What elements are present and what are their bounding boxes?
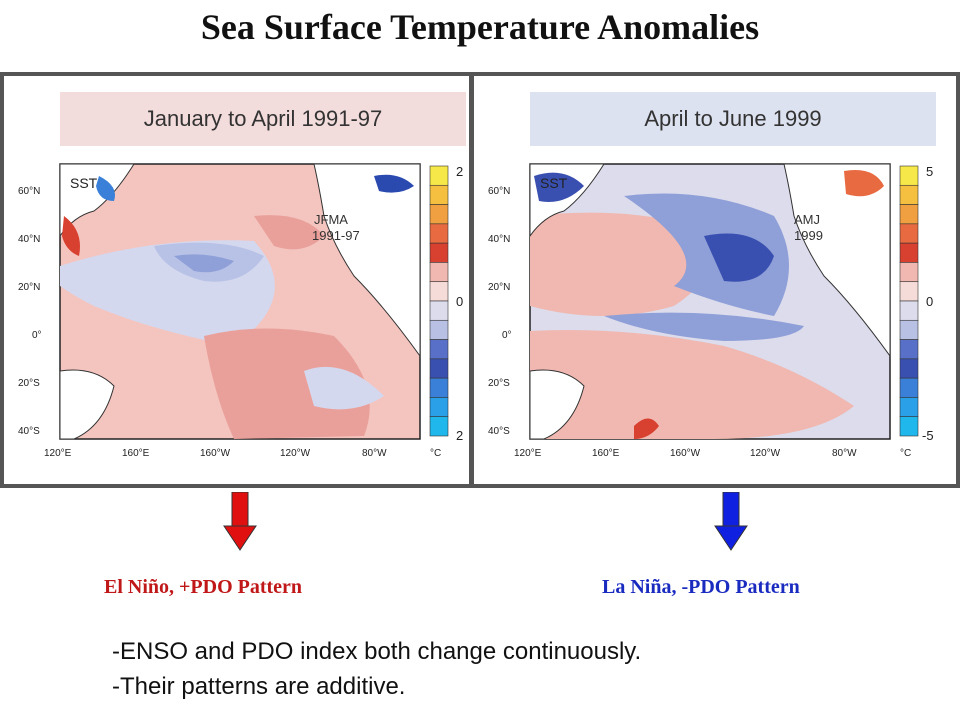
colorbar-swatch [429, 165, 449, 186]
inset-label: 1999 [794, 228, 823, 243]
lon-tick: 160°W [670, 448, 701, 459]
sst-label: SST [540, 175, 568, 191]
colorbar-swatch [429, 184, 449, 205]
sst-label: SST [70, 175, 98, 191]
colorbar-swatch [429, 377, 449, 398]
colorbar-mid: 0 [456, 294, 463, 309]
sst-anomaly-map: 60°N 40°N 20°N 0° 20°S 40°S 120°E 160°E … [488, 163, 934, 459]
panel-header: April to June 1999 [530, 92, 936, 146]
inset-label: 1991-97 [312, 228, 360, 243]
note-line: -ENSO and PDO index both change continuo… [112, 638, 642, 665]
panel-header: January to April 1991-97 [60, 92, 466, 146]
inset-label: AMJ [794, 212, 820, 227]
colorbar-min: 2 [456, 428, 463, 443]
colorbar-swatch [899, 184, 919, 205]
colorbar-swatch [429, 242, 449, 263]
lat-tick: 40°S [18, 426, 40, 437]
colorbar-swatch [899, 204, 919, 225]
colorbar-mid: 0 [926, 294, 933, 309]
colorbar-swatch [429, 223, 449, 244]
lon-tick: 120°E [44, 448, 72, 459]
lon-tick: 160°W [200, 448, 231, 459]
down-arrow-icon [223, 492, 257, 551]
lat-tick: 60°N [18, 186, 40, 197]
colorbar-swatch [899, 262, 919, 283]
lat-tick: 20°N [18, 282, 40, 293]
sst-anomaly-map: 60°N 40°N 20°N 0° 20°S 40°S 120°E 160°E … [18, 163, 463, 459]
lon-tick: 120°W [750, 448, 781, 459]
lat-tick: 40°N [18, 234, 40, 245]
lon-tick: 80°W [362, 448, 387, 459]
lon-tick: 120°W [280, 448, 311, 459]
lon-tick: 80°W [832, 448, 857, 459]
colorbar-unit: °C [430, 448, 441, 459]
colorbar-min: -5 [922, 428, 934, 443]
lat-tick: 20°N [488, 282, 510, 293]
lat-tick: 40°N [488, 234, 510, 245]
lon-tick: 120°E [514, 448, 542, 459]
lon-tick: 160°E [122, 448, 150, 459]
colorbar-swatch [899, 377, 919, 398]
map-panel-la-nina: April to June 1999 60°N 40°N 20°N 0° 20°… [474, 76, 956, 484]
lat-tick: 20°S [18, 378, 40, 389]
lat-tick: 40°S [488, 426, 510, 437]
colorbar-swatch [899, 165, 919, 186]
colorbar-swatch [429, 397, 449, 418]
colorbar-swatch [899, 339, 919, 360]
colorbar-swatch [429, 204, 449, 225]
page-title: Sea Surface Temperature Anomalies [200, 7, 760, 47]
colorbar-swatch [899, 242, 919, 263]
lon-tick: 160°E [592, 448, 620, 459]
colorbar [429, 165, 449, 437]
colorbar-swatch [429, 416, 449, 437]
note-line: -Their patterns are additive. [112, 673, 406, 700]
colorbar-swatch [429, 281, 449, 302]
map-panel-el-nino: January to April 1991-97 60°N 40°N 2 0° [4, 76, 469, 484]
colorbar-swatch [429, 300, 449, 321]
colorbar-swatch [899, 300, 919, 321]
caption-la-nina: La Niña, -PDO Pattern [602, 576, 800, 598]
down-arrow-icon [714, 492, 748, 551]
colorbar-max: 5 [926, 164, 933, 179]
colorbar-unit: °C [900, 448, 911, 459]
inset-label: JFMA [314, 212, 348, 227]
colorbar-swatch [899, 223, 919, 244]
colorbar-max: 2 [456, 164, 463, 179]
lat-tick: 0° [502, 330, 512, 341]
lat-tick: 20°S [488, 378, 510, 389]
colorbar-swatch [429, 262, 449, 283]
notes: -ENSO and PDO index both change continuo… [112, 634, 641, 704]
colorbar-swatch [899, 397, 919, 418]
lat-tick: 60°N [488, 186, 510, 197]
colorbar-swatch [899, 416, 919, 437]
colorbar-swatch [429, 339, 449, 360]
colorbar-swatch [899, 319, 919, 340]
colorbar-swatch [899, 358, 919, 379]
colorbar [899, 165, 919, 437]
colorbar-swatch [429, 358, 449, 379]
colorbar-swatch [429, 319, 449, 340]
colorbar-swatch [899, 281, 919, 302]
caption-el-nino: El Niño, +PDO Pattern [104, 576, 303, 598]
map-panels: January to April 1991-97 60°N 40°N 2 0° [0, 72, 960, 488]
lat-tick: 0° [32, 330, 42, 341]
